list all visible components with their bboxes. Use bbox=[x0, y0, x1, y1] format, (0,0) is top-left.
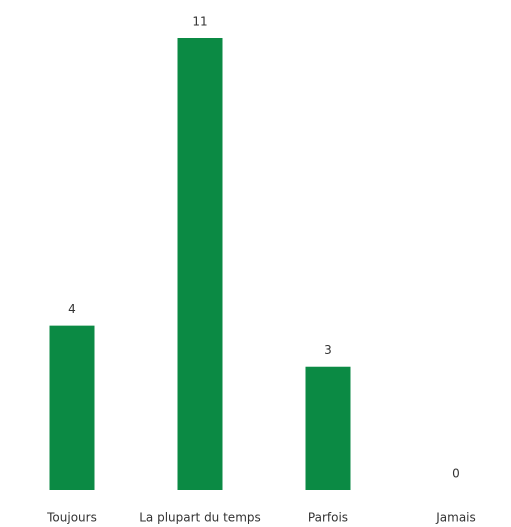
x-tick-label: Jamais bbox=[435, 511, 476, 525]
bar bbox=[177, 38, 223, 490]
x-tick-label: La plupart du temps bbox=[139, 511, 261, 525]
value-label: 0 bbox=[452, 467, 460, 481]
value-label: 3 bbox=[324, 343, 332, 357]
value-label: 4 bbox=[68, 302, 76, 316]
x-tick-label: Parfois bbox=[308, 511, 348, 525]
bar bbox=[305, 366, 351, 490]
x-tick-label: Toujours bbox=[46, 511, 97, 525]
bar bbox=[49, 325, 95, 490]
value-label: 11 bbox=[192, 15, 207, 29]
